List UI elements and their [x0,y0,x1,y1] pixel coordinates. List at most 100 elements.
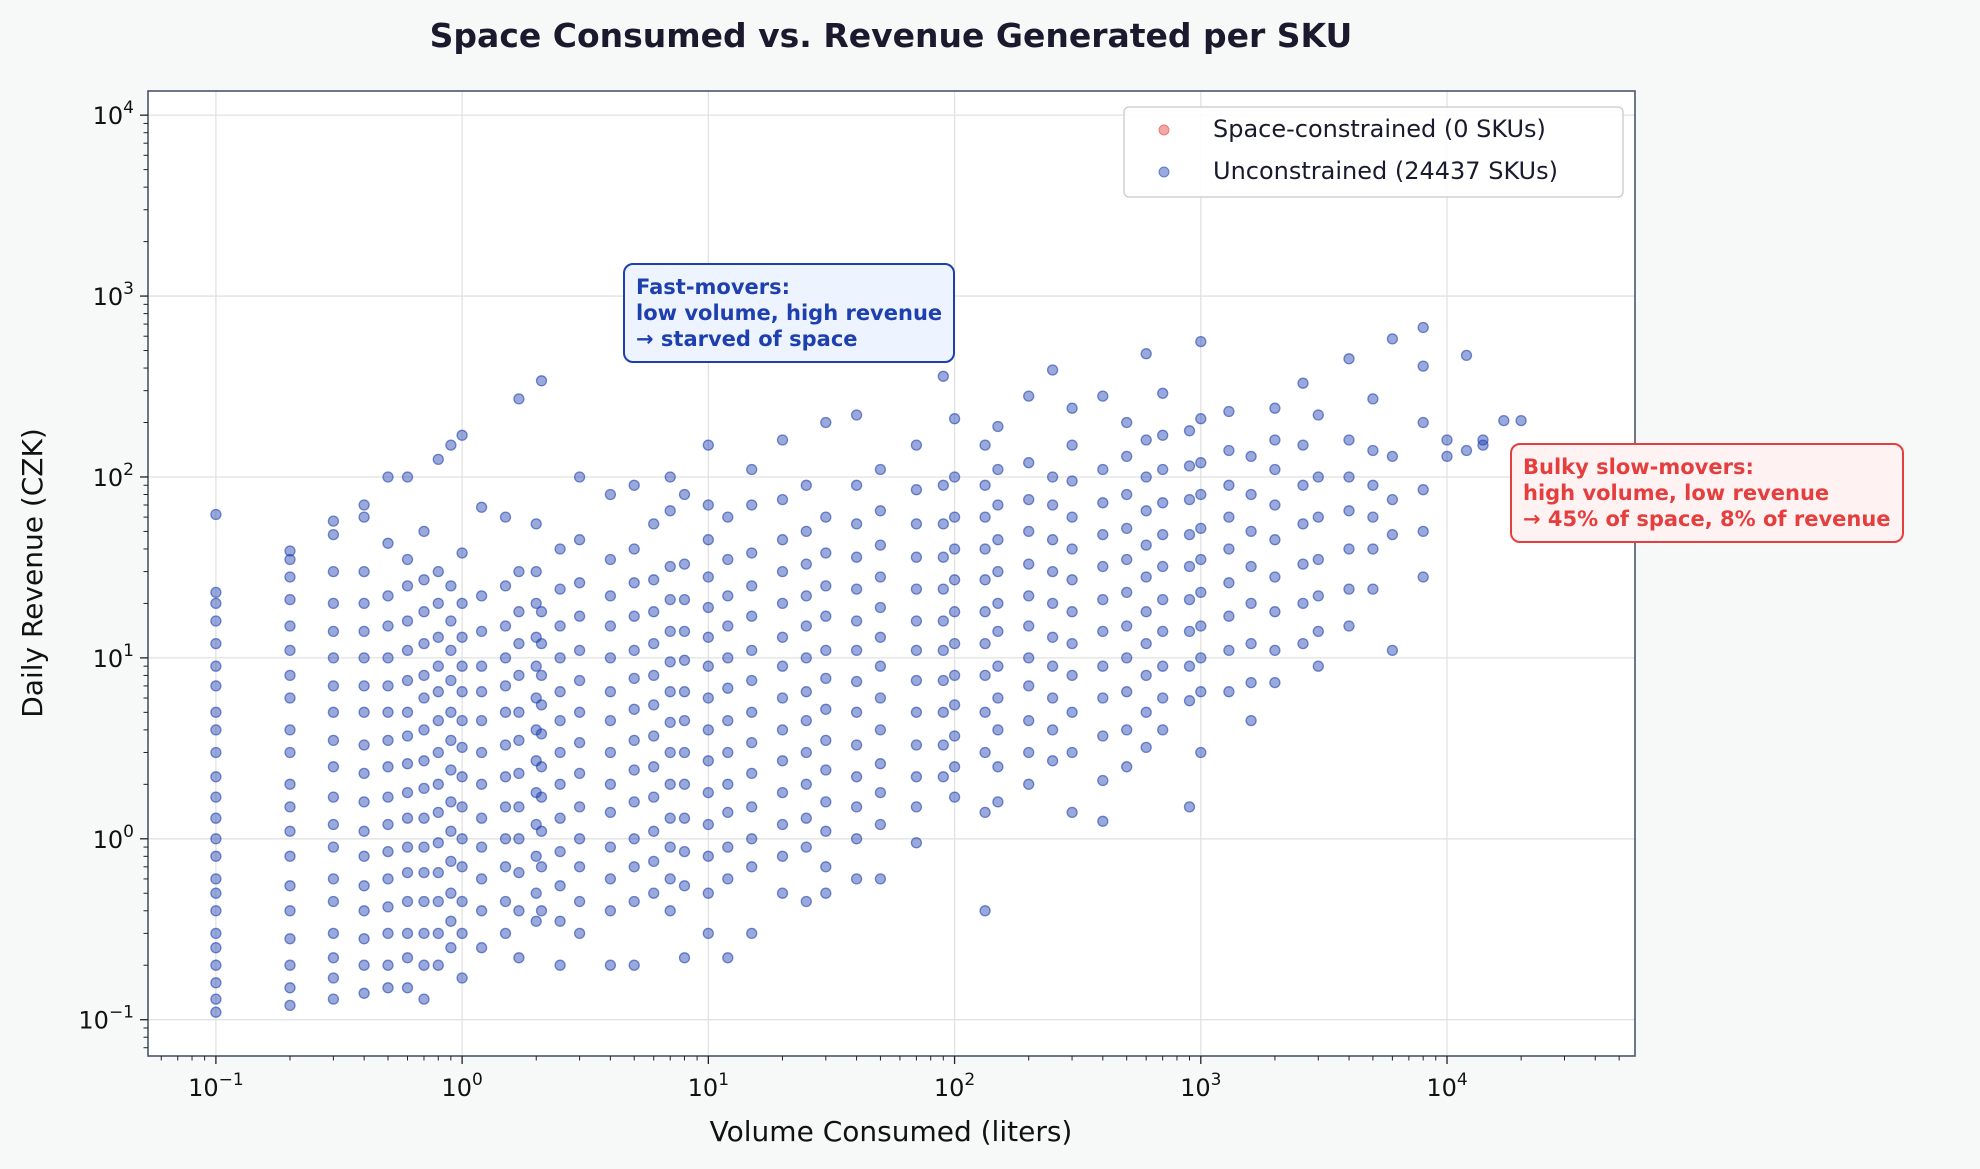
data-point [1097,463,1109,476]
data-point [628,833,640,845]
data-point [702,660,714,672]
data-point [1460,349,1473,362]
annotation-bulky-slow-movers: Bulky slow-movers: high volume, low reve… [1510,443,1904,543]
annotation-fast-movers: Fast-movers: low volume, high revenue → … [623,263,956,363]
data-point [382,927,394,940]
data-point [456,833,468,845]
data-point [800,686,812,698]
data-point [1417,416,1429,429]
data-point [648,574,660,586]
data-point [418,841,430,853]
data-point [1140,539,1152,551]
data-point [1157,692,1169,704]
data-point [535,761,548,773]
data-point [1140,741,1152,754]
data-point [702,724,714,736]
data-point [1023,390,1035,402]
data-point [1245,525,1257,538]
data-point [910,518,923,530]
data-point [327,895,340,908]
data-point [210,660,222,672]
data-point [874,601,887,614]
data-point [910,583,923,595]
data-point [1097,730,1109,742]
data-point [358,565,370,578]
legend-frame [1123,106,1624,198]
data-point [1343,353,1355,365]
data-point [746,674,758,687]
data-point [850,551,863,563]
data-point [678,952,691,964]
data-point [530,597,542,610]
data-point [664,505,676,517]
data-point [1066,574,1078,586]
data-point [573,577,586,589]
data-point [1140,434,1152,446]
data-point [475,625,488,638]
data-point [979,606,991,618]
data-point [432,778,444,790]
data-point [1066,637,1078,650]
data-point [1312,553,1324,566]
data-point [513,669,525,682]
data-point [874,505,887,517]
data-point [382,734,394,747]
data-point [746,644,758,657]
data-point [1312,625,1324,638]
data-point [1460,444,1473,457]
data-point [358,511,370,523]
data-point [1183,425,1196,437]
data-point [573,644,586,657]
data-point [445,706,457,718]
data-point [1183,493,1196,506]
data-point [475,905,488,917]
data-point [499,739,512,751]
data-point [327,706,340,718]
data-point [418,812,430,824]
data-point [948,761,961,773]
data-point [1097,660,1109,672]
data-point [948,699,961,711]
data-point [1269,499,1281,511]
data-point [210,833,222,845]
data-point [874,818,887,831]
data-point [979,543,991,555]
data-point [210,993,222,1005]
x-axis-label: Volume Consumed (liters) [710,1115,1073,1148]
data-point [554,845,566,858]
data-point [284,545,296,557]
data-point [210,927,222,940]
data-point [628,672,640,685]
data-point [530,518,542,530]
data-point [722,952,734,964]
data-point [445,915,457,927]
data-point [382,590,394,602]
data-point [702,439,714,451]
data-point [664,812,676,824]
data-point [776,850,789,862]
data-point [948,669,961,682]
data-point [722,841,734,853]
data-point [1046,755,1059,767]
data-point [499,801,512,813]
data-point [535,861,548,873]
data-point [628,644,640,657]
data-point [722,873,734,885]
data-point [1183,460,1196,472]
data-point [746,861,758,873]
data-point [948,730,961,742]
data-point [573,895,586,908]
data-point [1195,553,1207,566]
data-point [432,597,444,610]
data-point [678,558,691,570]
data-point [327,565,340,578]
data-point [1297,377,1309,389]
data-point [432,895,444,908]
data-point [1066,475,1078,487]
data-point [1223,405,1235,418]
data-point [554,778,566,790]
data-point [554,880,566,892]
data-point [1121,522,1133,535]
data-point [776,724,789,736]
data-point [678,714,691,727]
